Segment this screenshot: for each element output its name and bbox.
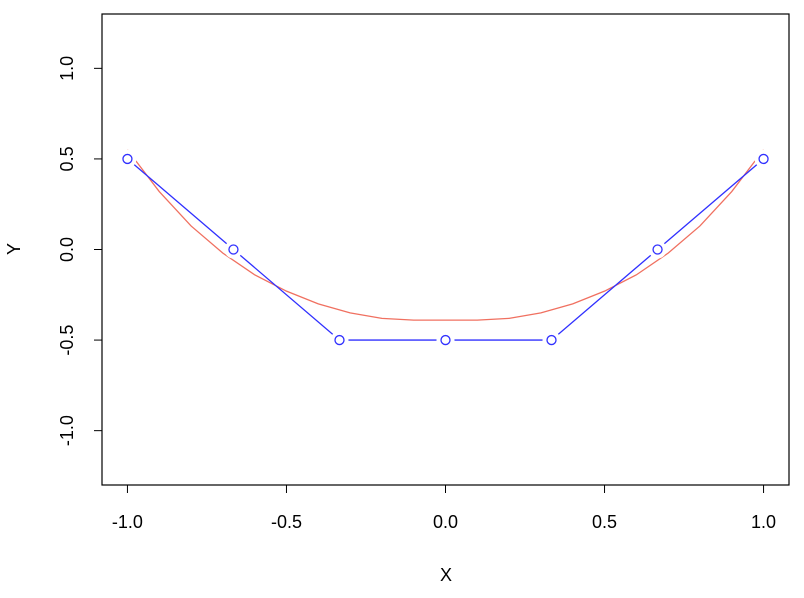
point bbox=[122, 153, 133, 165]
point bbox=[652, 244, 663, 255]
point bbox=[758, 153, 769, 165]
x-tick-label: 1.0 bbox=[751, 512, 776, 532]
y-tick-label: -0.5 bbox=[57, 325, 77, 356]
point bbox=[546, 334, 557, 346]
plot-box bbox=[101, 13, 790, 486]
y-tick-label: 0.0 bbox=[57, 237, 77, 262]
y-tick-label: 1.0 bbox=[57, 56, 77, 81]
x-axis-title: X bbox=[440, 565, 452, 585]
point bbox=[334, 334, 345, 346]
point bbox=[440, 334, 451, 346]
y-axis-title: Y bbox=[4, 243, 24, 255]
x-tick-label: -0.5 bbox=[271, 512, 302, 532]
series-line bbox=[126, 149, 765, 321]
point bbox=[228, 244, 239, 255]
x-tick-label: 0.5 bbox=[592, 512, 617, 532]
x-tick-label: -1.0 bbox=[112, 512, 143, 532]
y-tick-label: 0.5 bbox=[57, 146, 77, 171]
x-tick-label: 0.0 bbox=[433, 512, 458, 532]
y-tick-label: -1.0 bbox=[57, 415, 77, 446]
series-line bbox=[127, 158, 764, 341]
